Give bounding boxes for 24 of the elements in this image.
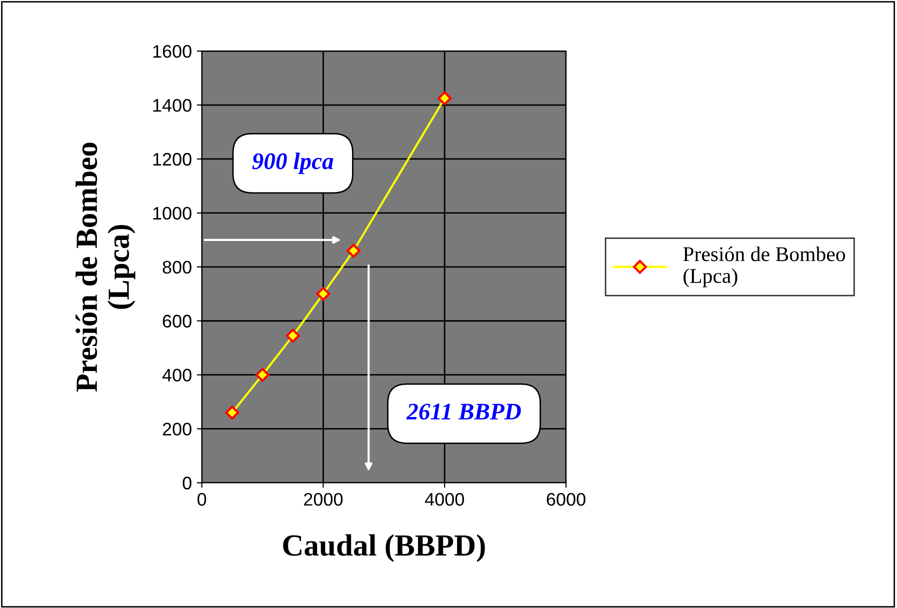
x-tick-label: 2000 xyxy=(304,492,343,506)
x-tick-label: 6000 xyxy=(546,492,586,506)
point xyxy=(286,328,300,343)
y-tick-label: 800 xyxy=(162,260,192,274)
x-axis-title: Caudal (BBPD) xyxy=(283,534,485,562)
y-tick-label: 1000 xyxy=(153,206,192,220)
annotation: 2611 BBPD xyxy=(406,404,521,420)
y-axis-title: Presión de Bombeo (Lpca) xyxy=(76,142,136,392)
point xyxy=(346,244,361,258)
y-tick-label: 0 xyxy=(182,476,192,490)
x-tick-label: 0 xyxy=(198,492,206,506)
point xyxy=(316,286,330,301)
annotation: 900 lpca xyxy=(252,152,334,174)
y-tick-label: 200 xyxy=(162,422,192,436)
y-tick-label: 600 xyxy=(162,314,192,328)
x-tick-label: 4000 xyxy=(424,492,464,506)
point xyxy=(438,91,452,106)
point xyxy=(256,368,270,382)
y-tick-label: 1400 xyxy=(153,98,192,112)
legend-label: Presión de Bombeo (Lpca) xyxy=(683,246,846,288)
y-tick-label: 400 xyxy=(162,368,192,382)
y-tick-label: 1200 xyxy=(153,152,192,166)
y-tick-label: 1600 xyxy=(153,45,192,58)
point xyxy=(225,406,240,420)
